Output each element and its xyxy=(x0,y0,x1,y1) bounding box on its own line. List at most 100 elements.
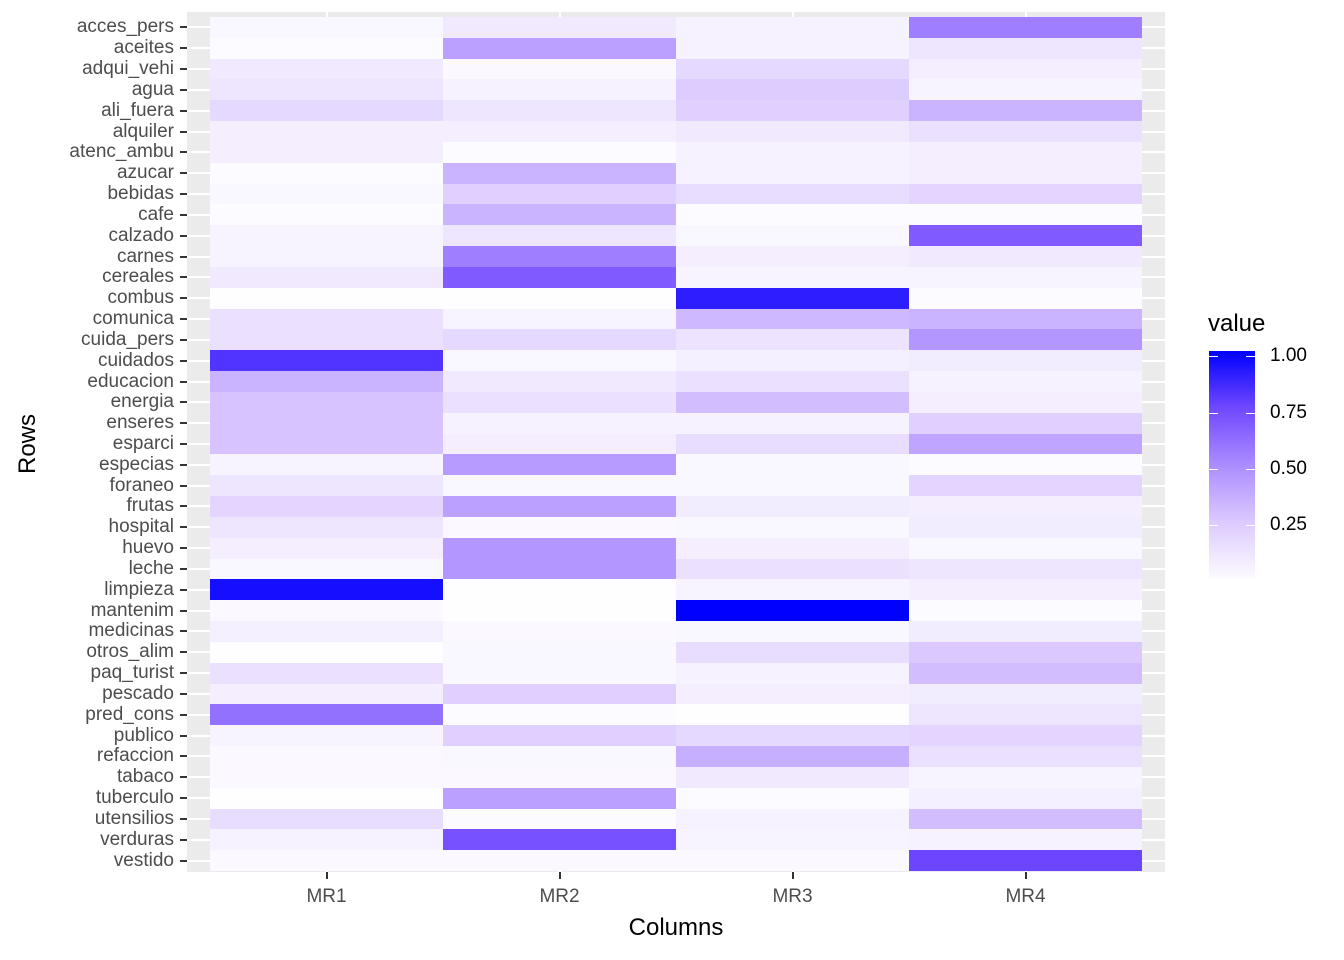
x-tick-label: MR4 xyxy=(1005,886,1046,907)
heatmap-cell xyxy=(909,808,1142,830)
heatmap-cell xyxy=(443,287,676,309)
legend-tick-mark xyxy=(1209,356,1218,357)
y-tick-label: otros_alim xyxy=(86,641,174,663)
heatmap-cell xyxy=(676,766,909,788)
heatmap-cell xyxy=(210,746,443,768)
heatmap-cell xyxy=(909,37,1142,59)
y-tick-mark xyxy=(180,47,187,50)
heatmap-cell xyxy=(210,496,443,518)
y-tick-label: tuberculo xyxy=(95,787,174,809)
x-tick-label: MR3 xyxy=(772,886,813,907)
y-tick-mark xyxy=(180,838,187,841)
heatmap-cell xyxy=(210,558,443,580)
y-tick-label: enseres xyxy=(106,412,174,434)
heatmap-cell xyxy=(909,746,1142,768)
heatmap-cell xyxy=(676,600,909,622)
y-tick-label: pred_cons xyxy=(85,703,174,725)
heatmap-cell xyxy=(210,371,443,393)
heatmap-cell xyxy=(676,787,909,809)
y-tick-label: comunica xyxy=(92,308,174,330)
heatmap-cell xyxy=(676,266,909,288)
heatmap-cell xyxy=(909,371,1142,393)
heatmap-cell xyxy=(676,537,909,559)
heatmap-cell xyxy=(443,433,676,455)
y-tick-mark xyxy=(180,401,187,404)
y-tick-label: refaccion xyxy=(96,745,174,767)
y-tick-mark xyxy=(180,380,187,383)
y-tick-mark xyxy=(180,547,187,550)
legend-tick-mark xyxy=(1209,525,1218,526)
heatmap-cell xyxy=(676,287,909,309)
y-tick-label: calzado xyxy=(108,224,175,246)
heatmap-cell xyxy=(210,704,443,726)
heatmap-cell xyxy=(676,746,909,768)
heatmap-cell xyxy=(676,371,909,393)
y-tick-label: tabaco xyxy=(116,766,174,788)
heatmap-cell xyxy=(909,454,1142,476)
heatmap-cell xyxy=(443,704,676,726)
y-tick-label: leche xyxy=(128,557,174,579)
heatmap-cell xyxy=(443,391,676,413)
heatmap-cell xyxy=(443,141,676,163)
heatmap-cell xyxy=(909,266,1142,288)
heatmap-cell xyxy=(676,37,909,59)
y-tick-mark xyxy=(180,234,187,237)
legend-tick-label: 1.00 xyxy=(1270,345,1307,366)
heatmap-cell xyxy=(909,496,1142,518)
heatmap-cell xyxy=(676,141,909,163)
heatmap-cell xyxy=(909,537,1142,559)
legend-tick-label: 0.25 xyxy=(1270,514,1307,535)
heatmap-cell xyxy=(210,246,443,268)
heatmap-cell xyxy=(210,808,443,830)
legend-title: value xyxy=(1208,310,1266,337)
heatmap-cell xyxy=(676,246,909,268)
heatmap-cell xyxy=(909,475,1142,497)
heatmap-cell xyxy=(443,662,676,684)
heatmap-cell xyxy=(676,516,909,538)
y-tick-label: cuidados xyxy=(97,349,174,371)
legend-colorbar xyxy=(1209,351,1255,579)
heatmap-cell xyxy=(443,746,676,768)
y-tick-label: pescado xyxy=(102,682,174,704)
heatmap-cell xyxy=(909,433,1142,455)
heatmap-cell xyxy=(210,516,443,538)
y-tick-mark xyxy=(180,526,187,529)
y-tick-mark xyxy=(180,151,187,154)
y-tick-mark xyxy=(180,817,187,820)
heatmap-cell xyxy=(676,183,909,205)
y-tick-mark xyxy=(180,651,187,654)
heatmap-cell xyxy=(909,621,1142,643)
heatmap-cell xyxy=(443,537,676,559)
heatmap-cell xyxy=(443,683,676,705)
heatmap-cell xyxy=(210,683,443,705)
heatmap-cell xyxy=(676,79,909,101)
heatmap-cell xyxy=(909,350,1142,372)
heatmap-cell xyxy=(443,579,676,601)
y-tick-label: esparci xyxy=(112,433,174,454)
y-tick-mark xyxy=(180,88,187,91)
y-tick-label: mantenim xyxy=(90,599,174,621)
heatmap-cell xyxy=(909,850,1142,872)
heatmap-cell xyxy=(210,829,443,851)
y-tick-mark xyxy=(180,297,187,300)
y-tick-label: cafe xyxy=(138,203,174,225)
heatmap-cell xyxy=(909,558,1142,580)
heatmap-cell xyxy=(443,225,676,247)
heatmap-cell xyxy=(443,350,676,372)
heatmap-cell xyxy=(676,496,909,518)
y-tick-label: acces_pers xyxy=(76,16,174,38)
heatmap-cell xyxy=(676,329,909,351)
y-tick-mark xyxy=(180,255,187,258)
y-tick-mark xyxy=(180,692,187,695)
heatmap-cell xyxy=(443,600,676,622)
y-tick-label: cereales xyxy=(102,266,174,288)
heatmap-cell xyxy=(909,641,1142,663)
heatmap-cell xyxy=(443,808,676,830)
heatmap-cell xyxy=(676,704,909,726)
heatmap-cell xyxy=(210,766,443,788)
heatmap-cell xyxy=(909,412,1142,434)
heatmap-cell xyxy=(676,454,909,476)
legend-tick-mark xyxy=(1246,469,1255,470)
heatmap-cell xyxy=(443,621,676,643)
y-tick-label: energia xyxy=(110,391,174,413)
